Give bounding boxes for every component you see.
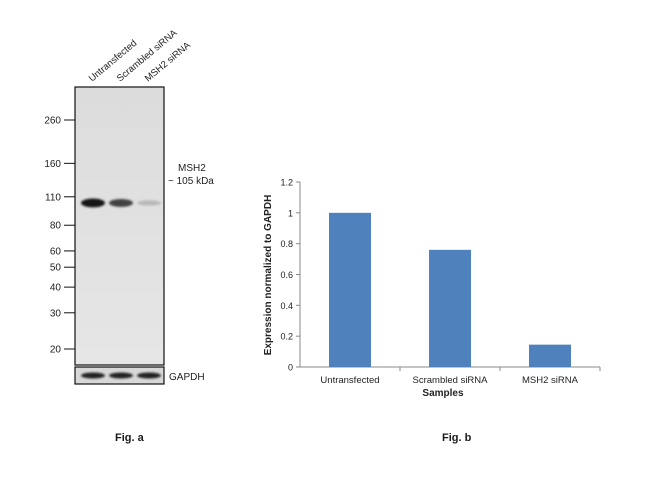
y-tick-label: 1 xyxy=(288,208,293,218)
msh2-band xyxy=(81,198,105,208)
mw-marker-label: 30 xyxy=(50,308,62,319)
western-blot-figure: 260160110806050403020UntransfectedScramb… xyxy=(44,27,214,385)
msh2-band xyxy=(137,200,161,206)
x-tick-label: Untransfected xyxy=(320,375,379,386)
mw-marker-label: 50 xyxy=(50,263,62,274)
gapdh-band xyxy=(81,372,105,379)
bar-msh2-sirna xyxy=(529,344,571,367)
bar-untransfected xyxy=(329,212,371,367)
y-tick-label: 0.8 xyxy=(280,239,293,249)
y-tick-label: 0.6 xyxy=(280,270,293,280)
loading-control-label: GAPDH xyxy=(169,372,205,383)
y-tick-label: 0.2 xyxy=(280,332,293,342)
y-tick-label: 1.2 xyxy=(280,178,293,188)
gapdh-band xyxy=(137,372,161,379)
band-label-size: ~ 105 kDa xyxy=(168,176,214,187)
mw-marker-label: 20 xyxy=(50,345,62,356)
fig-a-label: Fig. a xyxy=(115,432,144,444)
mw-marker-label: 80 xyxy=(50,221,62,232)
mw-marker-label: 110 xyxy=(45,192,61,203)
y-tick-label: 0.4 xyxy=(280,301,293,311)
x-axis-title: Samples xyxy=(422,388,464,399)
bar-chart-panel: 0 0.2 0.4 0.6 0.8 1 1.2 Untransfected Scrambled … xyxy=(255,160,605,444)
band-label-msh2: MSH2 xyxy=(178,163,206,174)
blot-membrane xyxy=(74,86,165,366)
msh2-band xyxy=(109,199,133,207)
mw-marker-label: 60 xyxy=(50,246,62,257)
mw-marker-label: 40 xyxy=(50,283,62,294)
x-tick-label: MSH2 siRNA xyxy=(522,375,579,386)
mw-marker-label: 260 xyxy=(44,116,61,127)
mw-marker-label: 160 xyxy=(44,159,61,170)
western-blot-panel: 260 160 110 80 60 50 40 30 20 Untransfected Scramb… xyxy=(0,0,260,492)
gapdh-band xyxy=(109,372,133,379)
fig-b-label: Fig. b xyxy=(442,432,472,444)
bar-scrambled-sirna xyxy=(429,249,471,367)
y-tick-label: 0 xyxy=(288,363,293,373)
y-axis-title: Expression normalized to GAPDH xyxy=(263,195,274,356)
expression-bar-chart: 0 0.2 0.4 0.6 0.8 1 1.2 Untransfected Scrambled … xyxy=(263,178,601,399)
x-tick-label: Scrambled siRNA xyxy=(413,375,489,386)
